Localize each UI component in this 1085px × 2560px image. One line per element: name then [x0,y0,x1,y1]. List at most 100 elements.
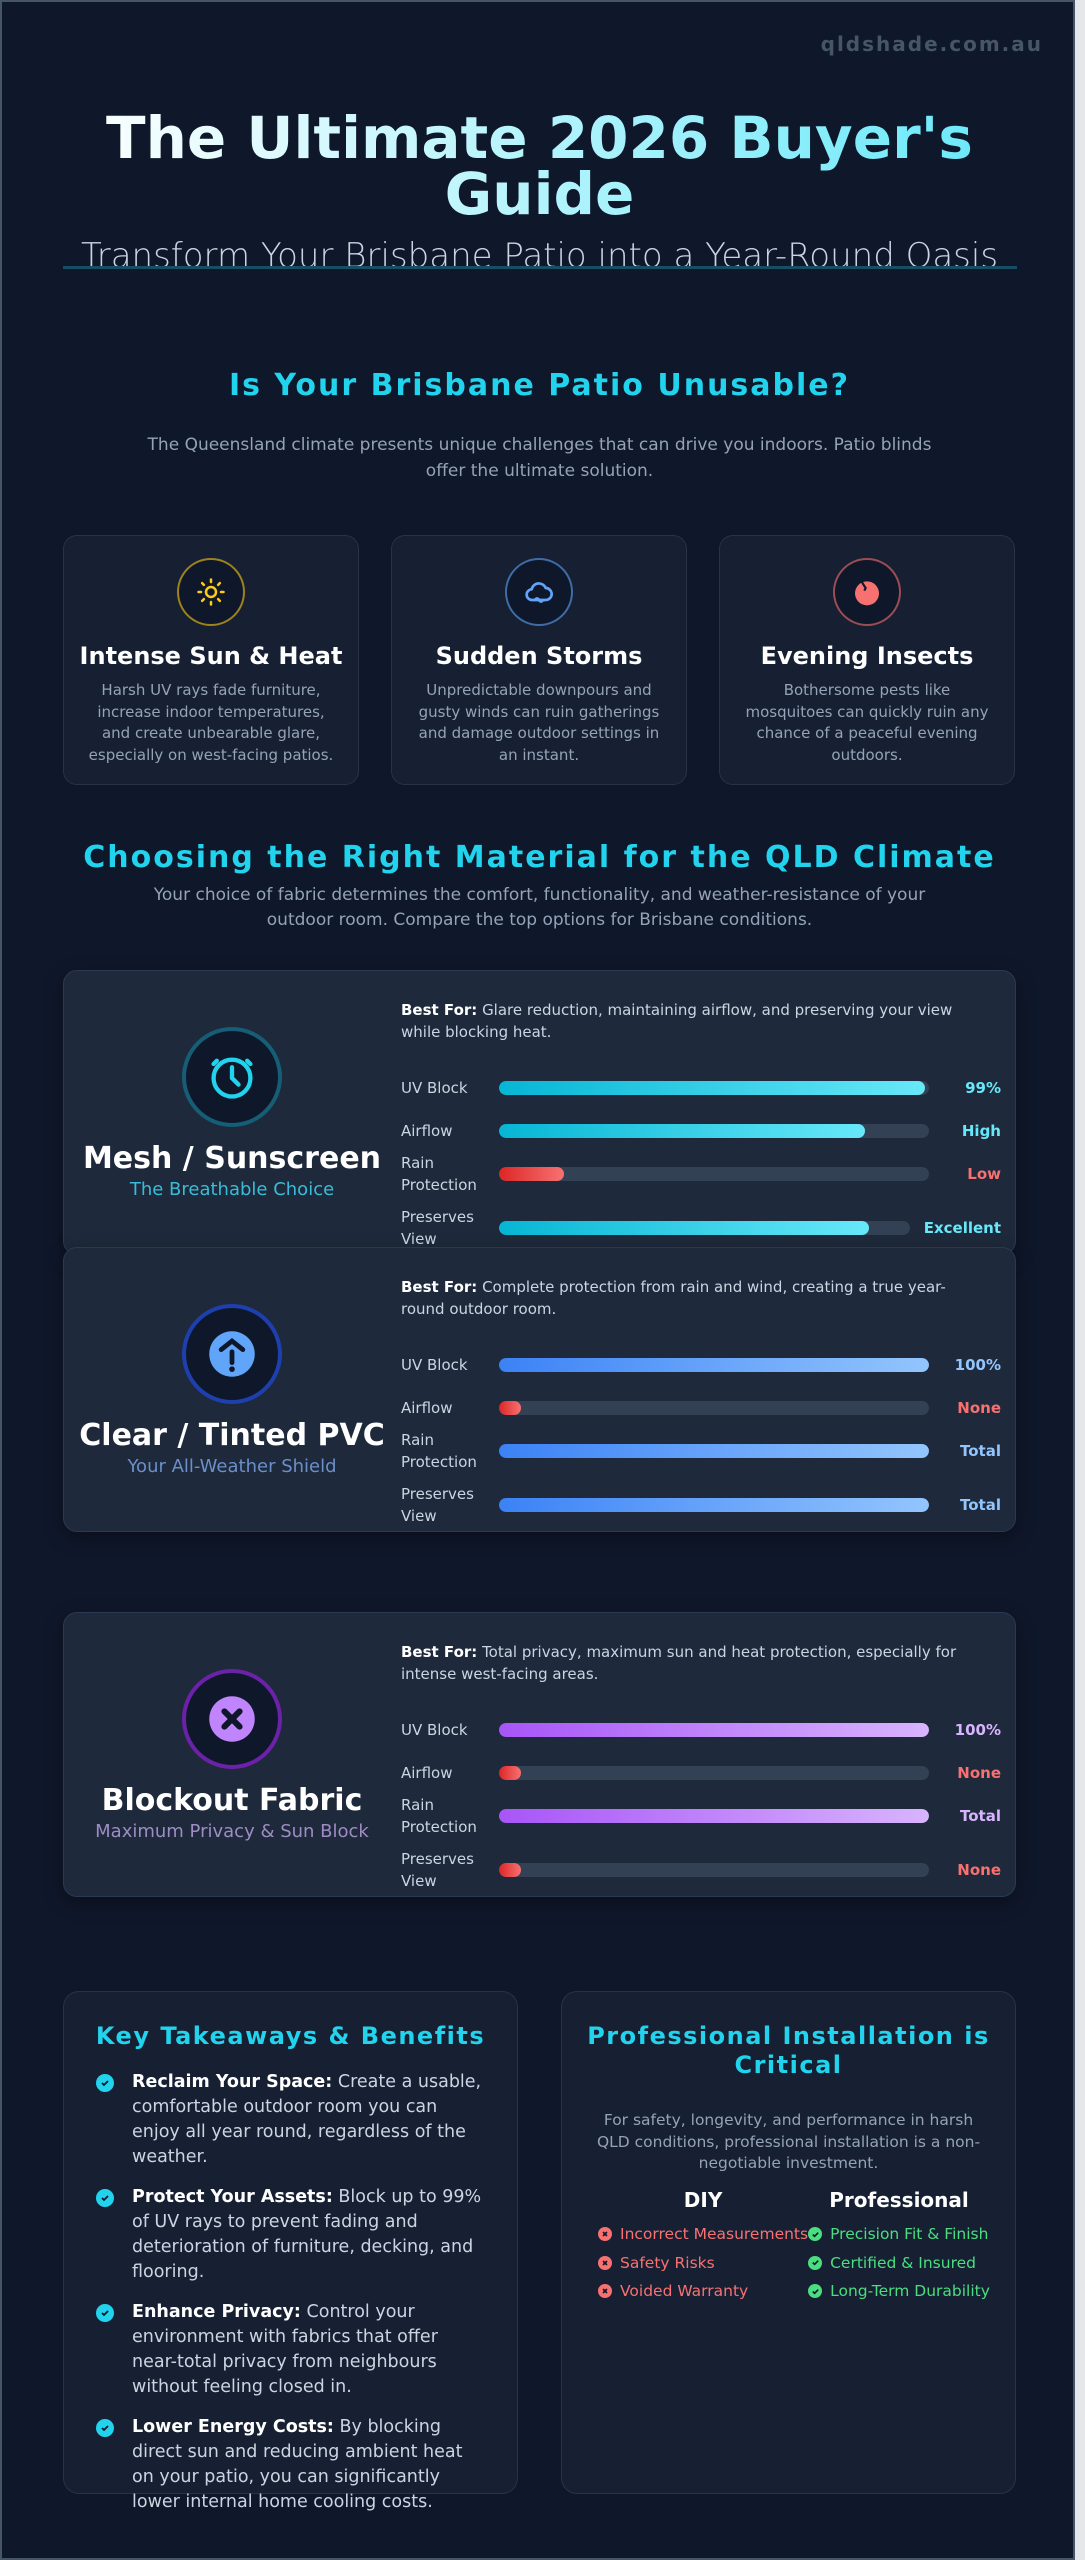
rating-bar [499,1221,910,1235]
problem-heading: Is Your Brisbane Patio Unusable? [228,368,851,403]
rating-bar [499,1358,929,1372]
takeaway-title: Protect Your Assets: [132,2187,333,2207]
rating-row: Airflow None [401,1757,1001,1789]
takeaway-title: Enhance Privacy: [132,2302,301,2322]
rating-row: Airflow High [401,1115,1001,1147]
materials-intro: Your choice of fabric determines the com… [153,885,926,930]
rating-bar [499,1863,929,1877]
rating-bar-fill [499,1809,929,1823]
material-name: Mesh / Sunscreen [82,1141,382,1176]
best-for-text: Total privacy, maximum sun and heat prot… [401,1643,957,1683]
takeaway-body: By blocking direct sun and reducing ambi… [132,2417,463,2512]
best-for: Best For: Complete protection from rain … [401,1276,961,1320]
rating-row: Rain Protection Total [401,1424,1001,1478]
blockout-x-icon [182,1669,282,1769]
rating-row: Preserves View Total [401,1478,1001,1532]
rating-label: Rain Protection [401,1154,477,1194]
problem-card-title: Sudden Storms [435,642,643,670]
rating-value: Total [960,1442,1001,1460]
best-for-text: Glare reduction, maintaining airflow, an… [401,1001,953,1041]
rating-bar [499,1723,929,1737]
takeaway-body: Control your environment with fabrics th… [132,2302,438,2397]
rating-bar [499,1444,929,1458]
site-domain: qldshade.com.au [820,32,1043,56]
takeaway-body: Create a usable, comfortable outdoor roo… [132,2072,482,2167]
problem-card: Evening Insects Bothersome pests like mos… [719,535,1015,785]
rating-label: Airflow [401,1764,453,1782]
takeaway-text: Protect Your Assets: Block up to 99% of … [132,2185,487,2285]
rating-bar-fill [499,1444,929,1458]
professional-column: Professional Precision Fit & Finish Certi… [808,2188,990,2306]
material-tagline: The Breathable Choice [129,1179,335,1200]
check-circle-icon [808,2227,823,2242]
diy-item-text: Voided Warranty [620,2282,749,2300]
takeaway-title: Reclaim Your Space: [132,2072,333,2092]
rating-label: UV Block [401,1079,468,1097]
problem-card-text: Harsh UV rays fade furniture, increase i… [88,681,334,764]
insect-icon [833,558,901,626]
storm-cloud-icon [505,558,573,626]
rating-bar-fill [499,1498,929,1512]
rating-value: Low [967,1165,1001,1183]
diy-heading: DIY [683,2188,723,2212]
best-for-label: Best For: [401,1001,478,1019]
takeaway-item: Reclaim Your Space: Create a usable, com… [96,2070,487,2170]
x-circle-icon [598,2284,612,2299]
rating-bar [499,1809,929,1823]
rating-bar-fill [499,1358,929,1372]
material-summary: Mesh / Sunscreen The Breathable Choice [64,971,400,1254]
diy-list-item: Safety Risks [598,2249,808,2278]
rating-bar [499,1401,929,1415]
takeaway-text: Enhance Privacy: Control your environmen… [132,2300,487,2400]
takeaway-item: Lower Energy Costs: By blocking direct s… [96,2415,487,2515]
diy-item-text: Safety Risks [620,2253,715,2272]
problem-card: Sudden Storms Unpredictable downpours and… [391,535,687,785]
rating-value: 100% [954,1721,1001,1739]
check-circle-icon [96,2304,114,2322]
rating-label: Airflow [401,1122,453,1140]
pro-item-text: Certified & Insured [830,2253,976,2272]
problem-card-text: Unpredictable downpours and gusty winds … [418,681,660,764]
rating-bar-fill [499,1221,869,1235]
rating-value: Total [960,1807,1001,1825]
takeaway-text: Lower Energy Costs: By blocking direct s… [132,2415,487,2515]
rating-bar-fill [499,1167,564,1181]
material-details: Best For: Total privacy, maximum sun and… [401,1641,1001,1897]
rating-bar-fill [499,1401,521,1415]
rating-label: Airflow [401,1399,453,1417]
check-circle-icon [96,2074,114,2092]
material-summary: Clear / Tinted PVC Your All-Weather Shiel… [64,1248,400,1531]
takeaway-title: Lower Energy Costs: [132,2417,334,2437]
rating-bar [499,1124,929,1138]
rating-bar [499,1498,929,1512]
check-circle-icon [96,2189,114,2207]
best-for-label: Best For: [401,1278,478,1296]
rating-value: Excellent [923,1219,1001,1237]
takeaway-item: Protect Your Assets: Block up to 99% of … [96,2185,487,2285]
rating-label: Preserves View [401,1485,474,1525]
rating-bar-fill [499,1124,865,1138]
x-circle-icon [598,2255,612,2270]
pro-list-item: Precision Fit & Finish [808,2220,990,2249]
installation-text: For safety, longevity, and performance i… [596,2111,981,2172]
problem-card-title: Intense Sun & Heat [79,642,343,670]
problem-card-title: Evening Insects [760,642,974,670]
ratings-list: UV Block 99% Airflow High Rain Protection Low… [401,1061,1001,1255]
material-name: Blockout Fabric [101,1783,363,1818]
problem-card-text: Bothersome pests like mosquitoes can qui… [745,681,989,764]
pro-item-text: Precision Fit & Finish [830,2225,989,2243]
takeaway-item: Enhance Privacy: Control your environmen… [96,2300,487,2400]
material-tagline: Maximum Privacy & Sun Block [95,1821,369,1842]
material-card: Clear / Tinted PVC Your All-Weather Shiel… [63,1247,1016,1532]
page-title: The Ultimate 2026 Buyer's Guide [62,109,1017,223]
rating-bar [499,1081,929,1095]
diy-item-text: Incorrect Measurements [620,2225,809,2243]
rating-bar-fill [499,1766,521,1780]
rating-row: Rain Protection Total [401,1789,1001,1843]
mesh-sunscreen-icon [182,1027,282,1127]
check-circle-icon [808,2255,823,2270]
rating-value: High [961,1122,1001,1140]
rating-row: Airflow None [401,1392,1001,1424]
rating-value: 99% [965,1079,1001,1097]
